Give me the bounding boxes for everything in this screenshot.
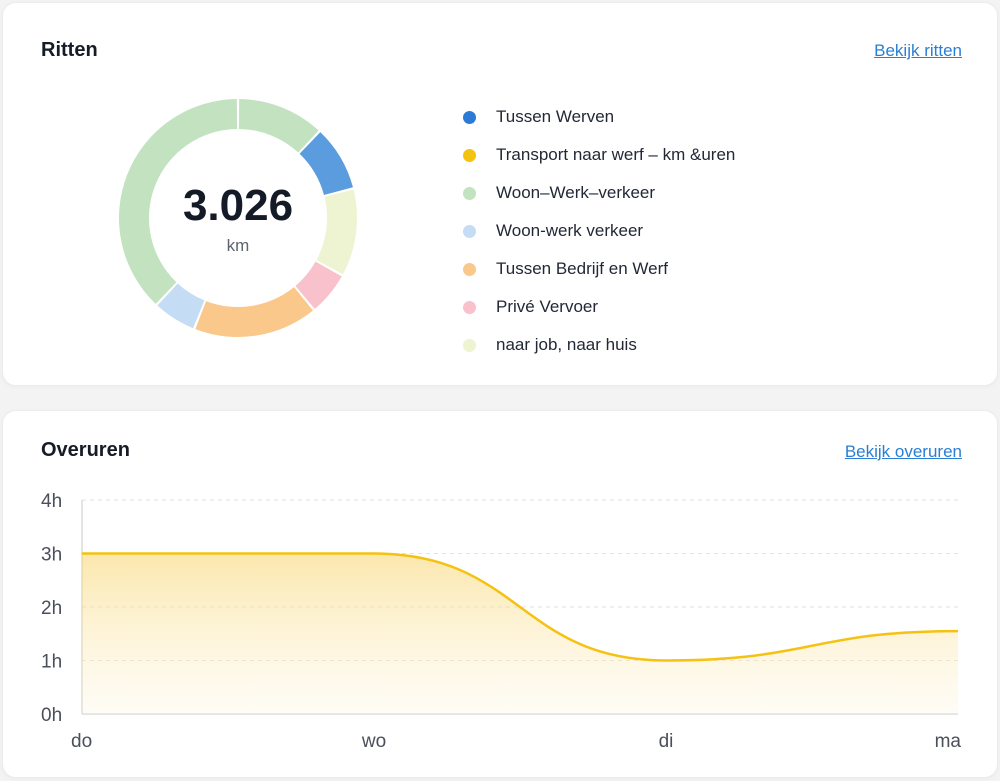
overuren-card: Overuren Bekijk overuren 0h 1h 2h 3h 4h do wo d… <box>2 410 998 778</box>
legend-item: Transport naar werf – km &uren <box>463 136 735 174</box>
legend-dot-icon <box>463 186 476 200</box>
legend-item: Tussen Werven <box>463 98 735 136</box>
legend-dot-icon <box>463 148 476 162</box>
legend-label: Woon–Werk–verkeer <box>496 183 656 202</box>
legend-item: Woon–Werk–verkeer <box>463 174 735 212</box>
donut-slice <box>316 189 357 275</box>
series-line <box>82 552 959 662</box>
legend-dot-icon <box>463 262 476 276</box>
legend-dot-icon <box>463 338 476 352</box>
legend-label: Privé Vervoer <box>496 297 599 316</box>
legend-item: Privé Vervoer <box>463 288 735 326</box>
donut-total-unit: km <box>226 236 250 255</box>
legend-dot-icon <box>463 110 476 124</box>
donut-slice <box>295 261 342 309</box>
legend-label: Tussen Werven <box>496 107 615 126</box>
donut-slice <box>299 132 353 196</box>
legend-dot-icon <box>463 224 476 238</box>
donut-total-value: 3.026 <box>182 181 294 230</box>
donut-slice <box>195 287 313 337</box>
legend-item: Tussen Bedrijf en Werf <box>463 250 735 288</box>
legend-label: Woon-werk verkeer <box>496 221 644 240</box>
legend-item: Woon-werk verkeer <box>463 212 735 250</box>
x-tick-label: do <box>71 731 92 752</box>
y-tick-label: 1h <box>41 652 62 673</box>
bekijk-overuren-link[interactable]: Bekijk overuren <box>844 442 962 461</box>
donut-svg <box>119 99 357 337</box>
ritten-legend: Tussen Werven Transport naar werf – km &u… <box>463 98 735 364</box>
y-tick-label: 4h <box>41 491 62 512</box>
donut-slice <box>238 99 319 153</box>
legend-label: Transport naar werf – km &uren <box>496 145 736 164</box>
x-tick-label: di <box>659 731 674 752</box>
y-tick-label: 3h <box>41 545 62 566</box>
area-fill <box>82 553 958 714</box>
legend-label: Tussen Bedrijf en Werf <box>496 259 668 278</box>
legend-item: naar job, naar huis <box>463 326 735 364</box>
legend-dot-icon <box>463 300 476 314</box>
ritten-title: Ritten <box>41 39 98 61</box>
overuren-area-chart: 0h 1h 2h 3h 4h do wo di ma <box>41 491 962 752</box>
bekijk-ritten-link[interactable]: Bekijk ritten <box>874 41 962 60</box>
donut-slice <box>119 99 238 304</box>
ritten-card: Ritten Bekijk ritten 3.026 km Tussen Wer… <box>2 2 998 386</box>
ritten-donut-chart: 3.026 km <box>117 97 359 339</box>
y-tick-label: 2h <box>41 598 62 619</box>
donut-center: 3.026 km <box>117 97 359 339</box>
x-tick-label: ma <box>935 731 962 752</box>
y-tick-label: 0h <box>41 705 62 726</box>
x-tick-label: wo <box>361 731 386 752</box>
donut-slice <box>157 283 205 329</box>
overuren-title: Overuren <box>41 439 130 461</box>
legend-label: naar job, naar huis <box>496 335 637 354</box>
